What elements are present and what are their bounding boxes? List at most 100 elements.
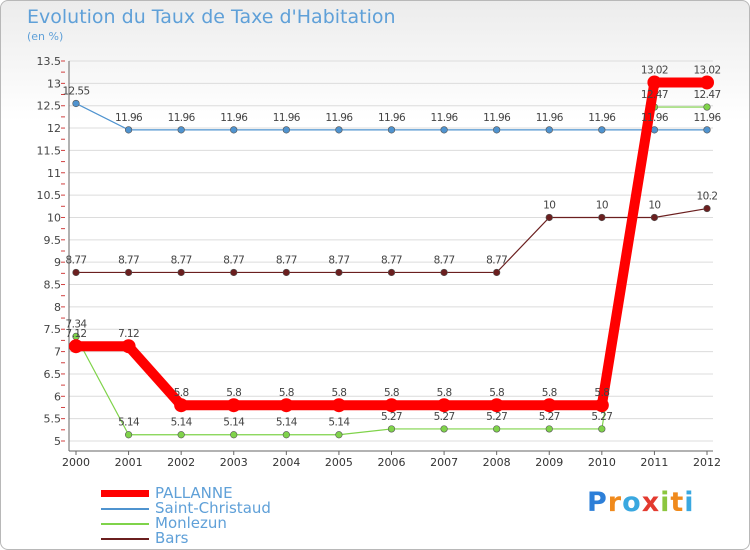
data-label: 8.77 bbox=[434, 254, 455, 266]
data-label: 5.8 bbox=[384, 387, 399, 399]
data-label: 5.8 bbox=[174, 387, 189, 399]
data-point bbox=[598, 213, 606, 222]
data-label: 5.27 bbox=[539, 411, 560, 423]
data-point bbox=[493, 425, 501, 433]
data-point bbox=[493, 126, 501, 134]
y-tick-label: 8.5 bbox=[44, 279, 62, 292]
data-point bbox=[72, 268, 80, 277]
legend-swatch bbox=[101, 507, 149, 510]
data-label: 11.96 bbox=[641, 112, 669, 124]
brand-letter: r bbox=[607, 487, 623, 518]
y-tick-label: 6 bbox=[54, 390, 61, 403]
y-tick-label: 9 bbox=[54, 256, 61, 269]
data-point bbox=[230, 268, 238, 277]
x-tick-label: 2005 bbox=[325, 456, 353, 469]
data-point bbox=[542, 398, 557, 413]
data-label: 5.14 bbox=[328, 417, 350, 429]
data-point bbox=[121, 339, 136, 354]
data-label: 8.77 bbox=[66, 254, 87, 266]
legend-item: Monlezun bbox=[101, 516, 271, 531]
y-tick-label: 7 bbox=[54, 346, 61, 359]
data-point bbox=[72, 99, 80, 108]
data-label: 12.55 bbox=[62, 85, 89, 97]
legend-item: Bars bbox=[101, 531, 271, 546]
data-point bbox=[335, 431, 343, 439]
legend-label: PALLANNE bbox=[155, 484, 233, 502]
x-tick-label: 2003 bbox=[220, 456, 248, 469]
legend-label: Bars bbox=[155, 529, 189, 547]
data-point bbox=[545, 425, 553, 433]
data-point bbox=[230, 126, 238, 134]
x-tick-label: 2011 bbox=[640, 456, 668, 469]
data-point bbox=[226, 398, 241, 413]
data-point bbox=[387, 268, 396, 277]
data-point bbox=[177, 268, 185, 277]
y-tick-label: 6.5 bbox=[44, 368, 62, 381]
data-label: 8.77 bbox=[118, 254, 139, 266]
chart-subtitle: (en %) bbox=[27, 30, 64, 43]
data-point bbox=[124, 268, 133, 277]
data-point bbox=[703, 204, 711, 213]
data-label: 5.27 bbox=[591, 411, 612, 423]
data-point bbox=[650, 213, 659, 222]
data-point bbox=[440, 126, 448, 134]
data-label: 5.14 bbox=[276, 417, 298, 429]
data-label: 13.02 bbox=[693, 64, 720, 76]
data-point bbox=[282, 268, 290, 277]
data-label: 7.34 bbox=[66, 318, 88, 330]
data-label: 7.12 bbox=[66, 328, 87, 340]
data-label: 10.2 bbox=[697, 191, 718, 203]
data-point bbox=[335, 126, 343, 134]
data-point bbox=[545, 126, 553, 134]
data-label: 5.8 bbox=[594, 387, 609, 399]
y-tick-label: 12 bbox=[47, 122, 61, 135]
data-point bbox=[177, 126, 185, 134]
legend-label: Saint-Christaud bbox=[155, 499, 271, 517]
y-tick-label: 11.5 bbox=[37, 144, 62, 157]
x-tick-label: 2012 bbox=[693, 456, 721, 469]
data-label: 10 bbox=[648, 199, 660, 211]
data-label: 11.96 bbox=[168, 112, 196, 124]
data-label: 8.77 bbox=[171, 254, 192, 266]
data-point bbox=[545, 213, 553, 222]
data-label: 11.96 bbox=[378, 112, 406, 124]
data-point bbox=[279, 398, 294, 413]
data-point bbox=[440, 425, 448, 433]
data-point bbox=[598, 126, 606, 134]
data-label: 5.8 bbox=[331, 387, 346, 399]
data-label: 5.8 bbox=[437, 387, 452, 399]
y-tick-label: 13.5 bbox=[37, 55, 62, 68]
data-label: 11.96 bbox=[273, 112, 301, 124]
data-label: 5.27 bbox=[434, 411, 455, 423]
data-point bbox=[598, 425, 606, 433]
chart-title: Evolution du Taux de Taxe d'Habitation bbox=[27, 6, 396, 28]
y-tick-label: 10 bbox=[47, 211, 61, 224]
y-tick-label: 9.5 bbox=[44, 234, 62, 247]
x-tick-label: 2007 bbox=[430, 456, 458, 469]
data-point bbox=[493, 268, 501, 277]
data-label: 11.96 bbox=[325, 112, 353, 124]
data-point bbox=[647, 75, 662, 90]
x-tick-label: 2008 bbox=[483, 456, 511, 469]
y-tick-label: 11 bbox=[47, 167, 61, 180]
data-label: 10 bbox=[543, 199, 555, 211]
data-point bbox=[594, 398, 609, 413]
data-point bbox=[335, 268, 343, 277]
data-point bbox=[69, 339, 83, 354]
brand-letter: x bbox=[641, 487, 661, 518]
data-label: 12.47 bbox=[641, 89, 668, 101]
y-tick-label: 12.5 bbox=[37, 100, 62, 113]
data-point bbox=[174, 398, 189, 413]
data-label: 8.77 bbox=[381, 254, 402, 266]
y-tick-label: 10.5 bbox=[37, 189, 62, 202]
data-label: 5.8 bbox=[542, 387, 557, 399]
data-point bbox=[230, 431, 238, 439]
data-label: 8.77 bbox=[328, 254, 349, 266]
data-label: 11.96 bbox=[115, 112, 143, 124]
data-label: 11.96 bbox=[588, 112, 616, 124]
data-label: 5.14 bbox=[118, 417, 140, 429]
data-label: 11.96 bbox=[693, 112, 721, 124]
data-label: 5.8 bbox=[226, 387, 241, 399]
